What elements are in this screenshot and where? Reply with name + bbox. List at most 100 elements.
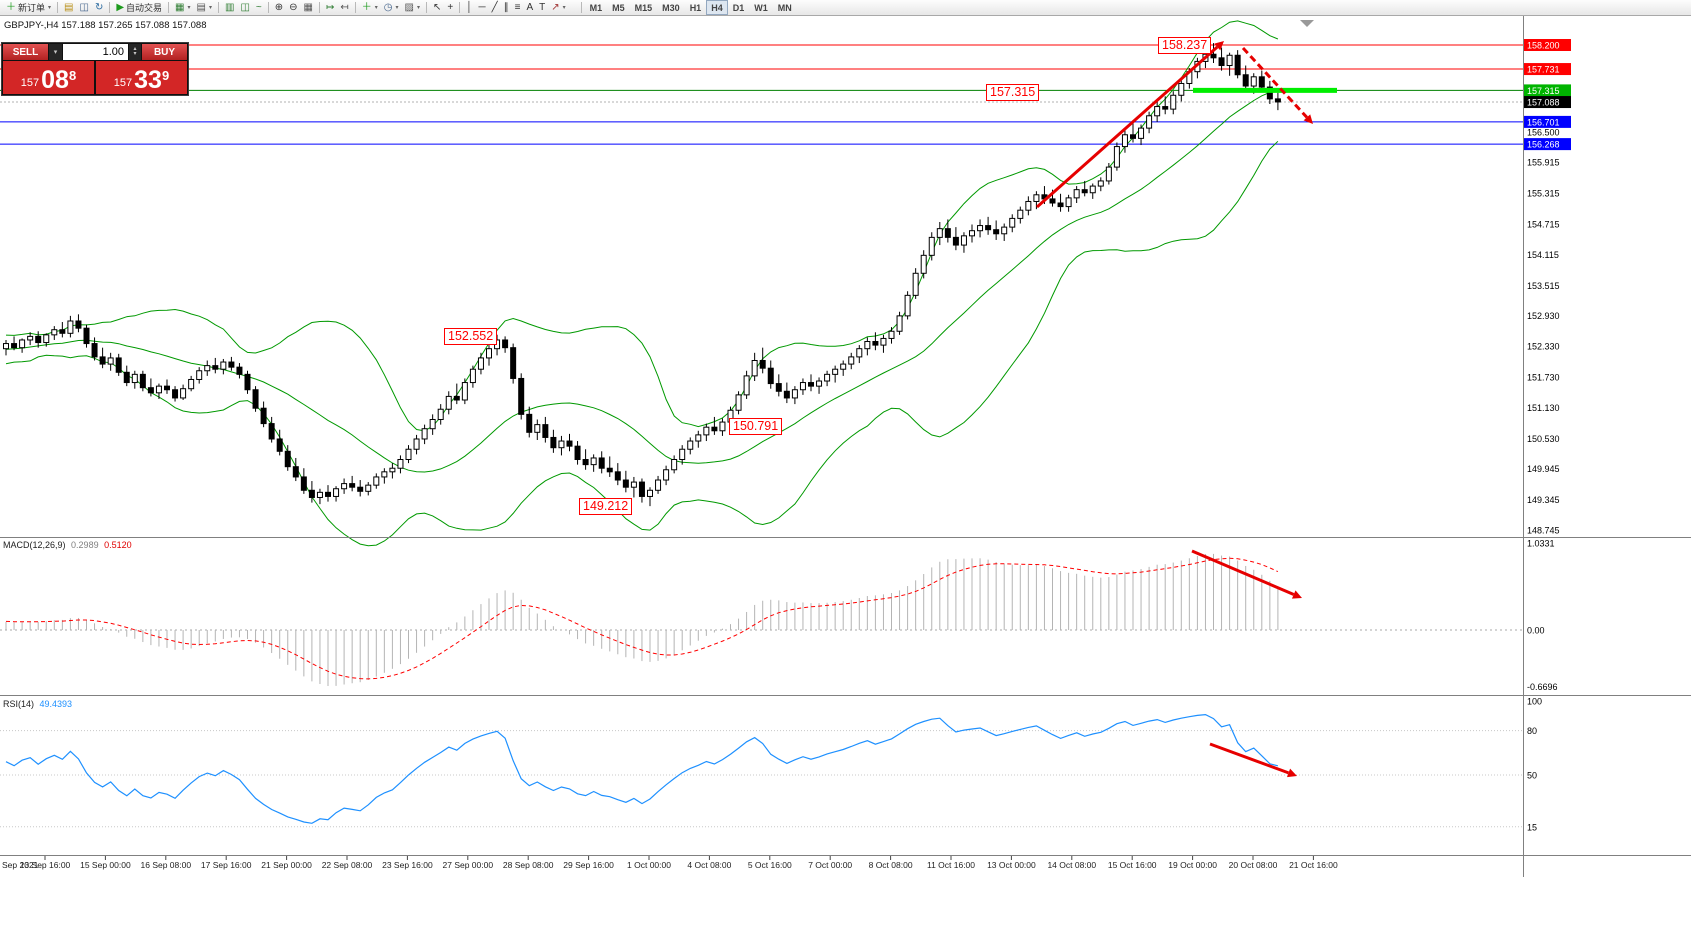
trend-arrows[interactable] bbox=[1036, 41, 1313, 778]
svg-text:15 Oct 16:00: 15 Oct 16:00 bbox=[1108, 860, 1157, 870]
timeframe-d1-button[interactable]: D1 bbox=[732, 2, 745, 13]
price-callout[interactable]: 150.791 bbox=[729, 418, 783, 435]
svg-text:23 Sep 16:00: 23 Sep 16:00 bbox=[382, 860, 433, 870]
horizontal-line-button[interactable]: ─ bbox=[475, 1, 488, 15]
svg-text:157.088: 157.088 bbox=[1527, 98, 1560, 108]
rsi-indicator-label: RSI(14) 49.4393 bbox=[3, 699, 72, 709]
periods-button[interactable]: ◷ ▾ bbox=[381, 1, 402, 15]
buy-price-sup: 9 bbox=[161, 68, 170, 83]
price-axis-label: 154.115 bbox=[1527, 250, 1559, 260]
chart-shift-button[interactable]: ↤ bbox=[337, 1, 351, 15]
timeframe-h4-button[interactable]: H4 bbox=[706, 0, 728, 15]
templates-button[interactable]: ▨ ▾ bbox=[402, 1, 423, 15]
dropdown-icon: ▾ bbox=[374, 5, 378, 11]
timeframe-h1-button[interactable]: H1 bbox=[689, 2, 702, 13]
profiles-button[interactable]: ▤ ▾ bbox=[194, 1, 215, 15]
price-axis-label: 156.701 bbox=[1524, 115, 1571, 128]
timeframe-m5-button[interactable]: M5 bbox=[612, 2, 625, 13]
macd-name: MACD(12,26,9) bbox=[3, 540, 66, 550]
price-axis[interactable]: 158.200 157.731 157.315 157.088 156.701156.5… bbox=[1524, 39, 1571, 832]
price-callout[interactable]: 158.237 bbox=[1158, 37, 1212, 54]
candlesticks bbox=[3, 43, 1281, 507]
volume-spinner[interactable]: ▴ ▾ bbox=[129, 44, 141, 60]
equidistant-channel-button[interactable]: ∥ bbox=[501, 1, 512, 15]
candlestick-chart-button[interactable]: ◫ bbox=[237, 1, 252, 15]
tile-windows-icon: ▦ bbox=[303, 1, 313, 13]
buy-button[interactable]: BUY bbox=[142, 44, 187, 60]
market-watch-button[interactable]: ◫ bbox=[76, 1, 91, 15]
crosshair-button[interactable]: + bbox=[444, 1, 456, 15]
svg-text:155.915: 155.915 bbox=[1527, 158, 1560, 168]
svg-text:4 Oct 08:00: 4 Oct 08:00 bbox=[687, 860, 731, 870]
toolbar: ＋新订单 ▾ ▤ ◫ ↻ ▶ 自动交易 ▦ ▾ ▤ ▾ ▥ ◫ ~ ⊕ ⊖ ▦ ↦ ↤ ＋ ▾ ◷ ▾ ▨ ▾ ↖ + │ ─ ╱ ∥ ≡ A T… bbox=[0, 0, 1691, 16]
refresh-button[interactable]: ↻ bbox=[92, 1, 106, 15]
svg-text:149.345: 149.345 bbox=[1527, 495, 1560, 505]
timeframe-w1-button[interactable]: W1 bbox=[754, 2, 768, 13]
svg-text:153.515: 153.515 bbox=[1527, 281, 1560, 291]
price-axis-label: 148.745 bbox=[1527, 526, 1560, 536]
window-layout-button[interactable]: ▤ bbox=[61, 1, 76, 15]
svg-text:150.530: 150.530 bbox=[1527, 434, 1560, 444]
arrows-tool-button[interactable]: ↗ ▾ bbox=[548, 1, 568, 15]
new-chart-button[interactable]: ▦ ▾ bbox=[172, 1, 193, 15]
line-chart-button[interactable]: ~ bbox=[253, 1, 265, 15]
zoom-out-button[interactable]: ⊖ bbox=[286, 1, 300, 15]
timeframe-m15-button[interactable]: M15 bbox=[634, 2, 653, 13]
text-label-button[interactable]: T bbox=[536, 1, 548, 15]
price-axis-label: 156.500 bbox=[1527, 128, 1560, 138]
sell-price-button[interactable]: 157 08 8 bbox=[3, 61, 94, 94]
bar-chart-button[interactable]: ▥ bbox=[222, 1, 237, 15]
crosshair-icon: + bbox=[447, 1, 454, 13]
fibonacci-button[interactable]: ≡ bbox=[512, 1, 524, 15]
new-order-label: 新订单 bbox=[18, 3, 46, 13]
zoom-out-icon: ⊖ bbox=[289, 1, 298, 13]
panel-separators[interactable] bbox=[0, 16, 1691, 877]
horizontal-level-lines[interactable] bbox=[0, 44, 1523, 145]
timeframe-m30-button[interactable]: M30 bbox=[662, 2, 680, 13]
new-order-icon: ＋ bbox=[6, 1, 16, 13]
svg-text:80: 80 bbox=[1527, 726, 1537, 736]
volume-input[interactable]: 1.00 bbox=[63, 44, 128, 60]
spinner-down-icon[interactable]: ▾ bbox=[133, 51, 137, 57]
tile-windows-button[interactable]: ▦ bbox=[301, 1, 316, 15]
svg-text:21 Sep 00:00: 21 Sep 00:00 bbox=[261, 860, 312, 870]
indicators-button[interactable]: ＋ ▾ bbox=[359, 1, 381, 15]
fibonacci-icon: ≡ bbox=[514, 1, 521, 13]
buy-price-button[interactable]: 157 33 9 bbox=[96, 61, 187, 94]
price-callout[interactable]: 152.552 bbox=[444, 328, 498, 345]
spinner-up-icon[interactable]: ▴ bbox=[133, 46, 137, 52]
text-button[interactable]: A bbox=[523, 1, 536, 15]
new-order-button[interactable]: ＋新订单 ▾ bbox=[3, 1, 54, 15]
zoom-in-button[interactable]: ⊕ bbox=[272, 1, 286, 15]
price-axis-label: 156.268 bbox=[1524, 138, 1571, 151]
timeframe-m1-button[interactable]: M1 bbox=[589, 2, 603, 13]
chart-canvas[interactable]: 158.200 157.731 157.315 157.088 156.701156.5… bbox=[0, 16, 1691, 942]
chart-shift-icon: ↤ bbox=[340, 1, 349, 13]
autotrading-button[interactable]: ▶ 自动交易 bbox=[113, 1, 165, 15]
sell-button[interactable]: SELL bbox=[3, 44, 48, 60]
market-watch-icon: ◫ bbox=[79, 1, 89, 13]
price-axis-label: 155.315 bbox=[1527, 189, 1560, 199]
svg-text:19 Oct 00:00: 19 Oct 00:00 bbox=[1168, 860, 1217, 870]
trendline-button[interactable]: ╱ bbox=[489, 1, 501, 15]
auto-scroll-button[interactable]: ↦ bbox=[323, 1, 337, 15]
price-callout[interactable]: 149.212 bbox=[579, 498, 633, 515]
vertical-line-button[interactable]: │ bbox=[463, 1, 475, 15]
price-axis-label: 149.345 bbox=[1527, 495, 1560, 505]
volume-dropdown-icon[interactable]: ▾ bbox=[49, 44, 62, 60]
svg-text:157.731: 157.731 bbox=[1527, 65, 1560, 75]
timeframe-mn-button[interactable]: MN bbox=[777, 2, 792, 13]
buy-price-prefix: 157 bbox=[113, 77, 133, 89]
svg-text:1.0331: 1.0331 bbox=[1527, 539, 1555, 549]
svg-text:156.701: 156.701 bbox=[1527, 117, 1560, 127]
svg-text:28 Sep 08:00: 28 Sep 08:00 bbox=[503, 860, 554, 870]
candlestick-chart-icon: ◫ bbox=[240, 1, 250, 13]
price-callout[interactable]: 157.315 bbox=[986, 84, 1040, 101]
rsi-panel bbox=[0, 713, 1523, 828]
svg-text:8 Oct 08:00: 8 Oct 08:00 bbox=[869, 860, 913, 870]
svg-text:13 Oct 00:00: 13 Oct 00:00 bbox=[987, 860, 1036, 870]
cursor-button[interactable]: ↖ bbox=[430, 1, 444, 15]
toolbar-separator bbox=[425, 2, 427, 13]
